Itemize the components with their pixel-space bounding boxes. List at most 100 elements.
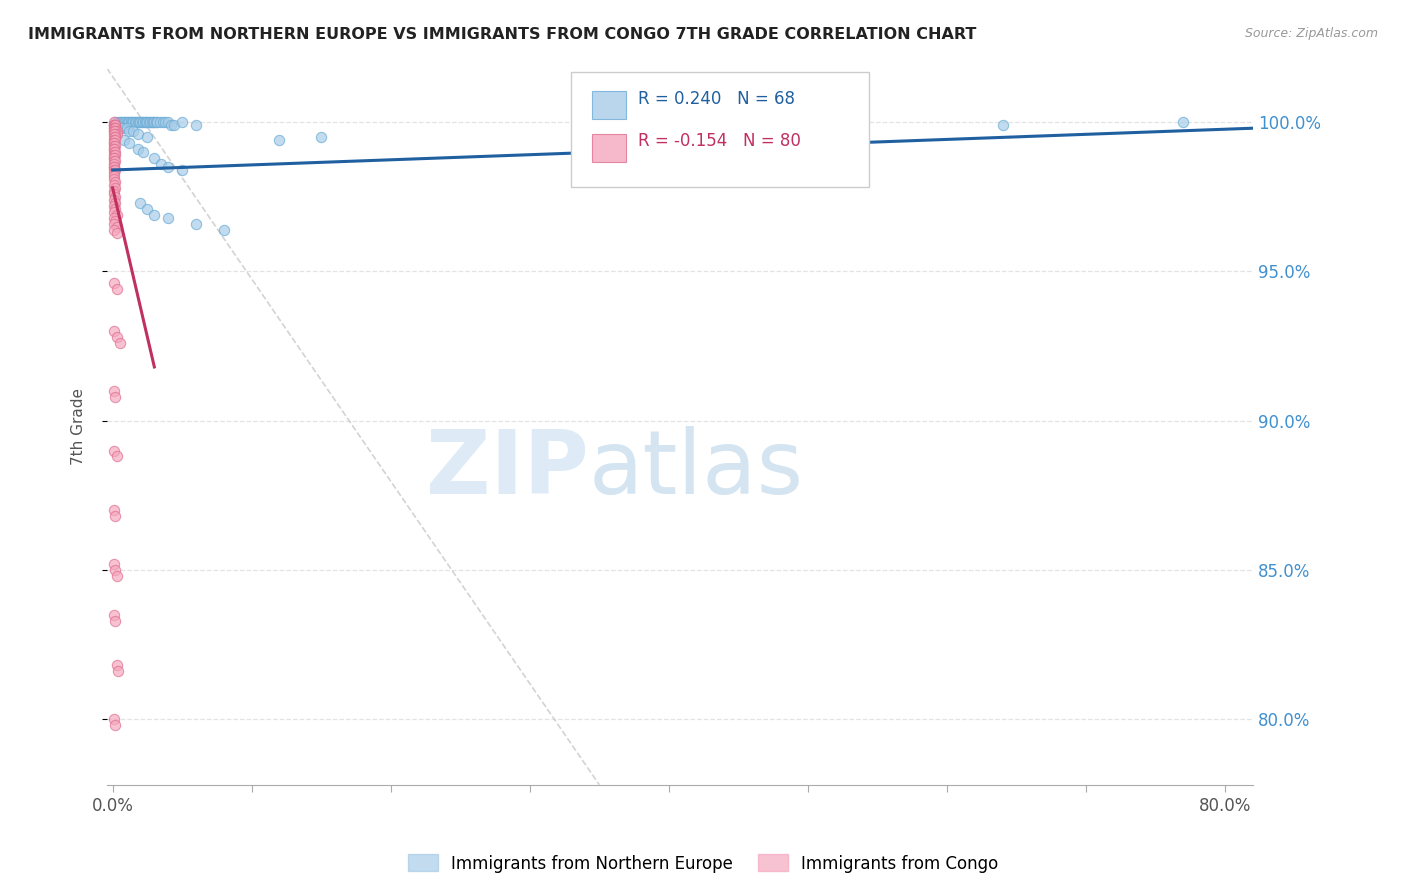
Point: [103, 184, 125, 198]
FancyBboxPatch shape: [571, 72, 869, 186]
FancyBboxPatch shape: [592, 135, 626, 161]
Point: [107, 665, 129, 679]
Point: [172, 163, 194, 178]
Point: [134, 115, 156, 129]
Point: [143, 151, 166, 165]
Point: [143, 208, 166, 222]
Point: [122, 124, 145, 138]
Point: [135, 115, 157, 129]
Point: [103, 163, 125, 178]
Point: [104, 130, 127, 145]
Point: [105, 226, 128, 240]
Point: [103, 139, 125, 153]
Point: [103, 136, 125, 150]
Point: [112, 115, 135, 129]
Point: [136, 202, 159, 216]
Point: [103, 136, 125, 150]
Point: [103, 217, 125, 231]
Point: [103, 503, 125, 517]
Point: [157, 160, 180, 174]
Point: [103, 121, 125, 136]
Point: [157, 211, 180, 225]
Point: [104, 127, 127, 141]
Point: [103, 124, 125, 138]
Point: [105, 219, 128, 234]
Point: [132, 115, 155, 129]
Point: [103, 160, 125, 174]
Point: [103, 133, 125, 147]
Point: [127, 142, 149, 156]
Point: [114, 115, 136, 129]
Point: [105, 658, 128, 673]
Point: [1173, 115, 1195, 129]
Point: [104, 133, 127, 147]
Point: [121, 115, 143, 129]
Point: [103, 443, 125, 458]
Point: [131, 115, 153, 129]
Point: [138, 115, 160, 129]
Point: [103, 193, 125, 207]
Point: [991, 118, 1014, 132]
Point: [136, 115, 159, 129]
Point: [105, 450, 128, 464]
Point: [103, 557, 125, 571]
Legend: Immigrants from Northern Europe, Immigrants from Congo: Immigrants from Northern Europe, Immigra…: [401, 847, 1005, 880]
Point: [103, 199, 125, 213]
Point: [157, 115, 180, 129]
Point: [103, 124, 125, 138]
Point: [103, 186, 125, 201]
Point: [103, 222, 125, 236]
Point: [104, 124, 127, 138]
Point: [103, 118, 125, 132]
Point: [105, 330, 128, 344]
Point: [103, 118, 125, 132]
Point: [163, 118, 186, 132]
Text: R = 0.240   N = 68: R = 0.240 N = 68: [637, 90, 794, 108]
Point: [105, 282, 128, 296]
Point: [105, 127, 128, 141]
Point: [104, 614, 127, 628]
Point: [103, 178, 125, 192]
Point: [127, 127, 149, 141]
Text: atlas: atlas: [588, 426, 803, 513]
Point: [172, 115, 194, 129]
Point: [104, 175, 127, 189]
Point: [117, 115, 139, 129]
Point: [111, 121, 134, 136]
Point: [103, 712, 125, 726]
Point: [118, 115, 141, 129]
Point: [152, 115, 174, 129]
Point: [103, 127, 125, 141]
Point: [142, 115, 165, 129]
Point: [146, 115, 169, 129]
Point: [110, 115, 132, 129]
Point: [104, 118, 127, 132]
Point: [103, 142, 125, 156]
Point: [103, 154, 125, 169]
Point: [103, 142, 125, 156]
Point: [103, 118, 125, 132]
Point: [104, 390, 127, 404]
Point: [145, 115, 167, 129]
Point: [108, 121, 131, 136]
Point: [104, 121, 127, 136]
Point: [103, 148, 125, 162]
Point: [309, 130, 332, 145]
Text: ZIP: ZIP: [426, 426, 588, 513]
Point: [104, 202, 127, 216]
Point: [150, 157, 173, 171]
Point: [103, 277, 125, 291]
Point: [118, 124, 141, 138]
Point: [105, 208, 128, 222]
Point: [269, 133, 291, 147]
Point: [103, 324, 125, 338]
Point: [124, 115, 146, 129]
Point: [103, 204, 125, 219]
Point: [103, 130, 125, 145]
FancyBboxPatch shape: [592, 92, 626, 119]
Point: [103, 384, 125, 398]
Point: [105, 118, 128, 132]
Point: [115, 121, 138, 136]
Point: [103, 607, 125, 622]
Point: [143, 115, 166, 129]
